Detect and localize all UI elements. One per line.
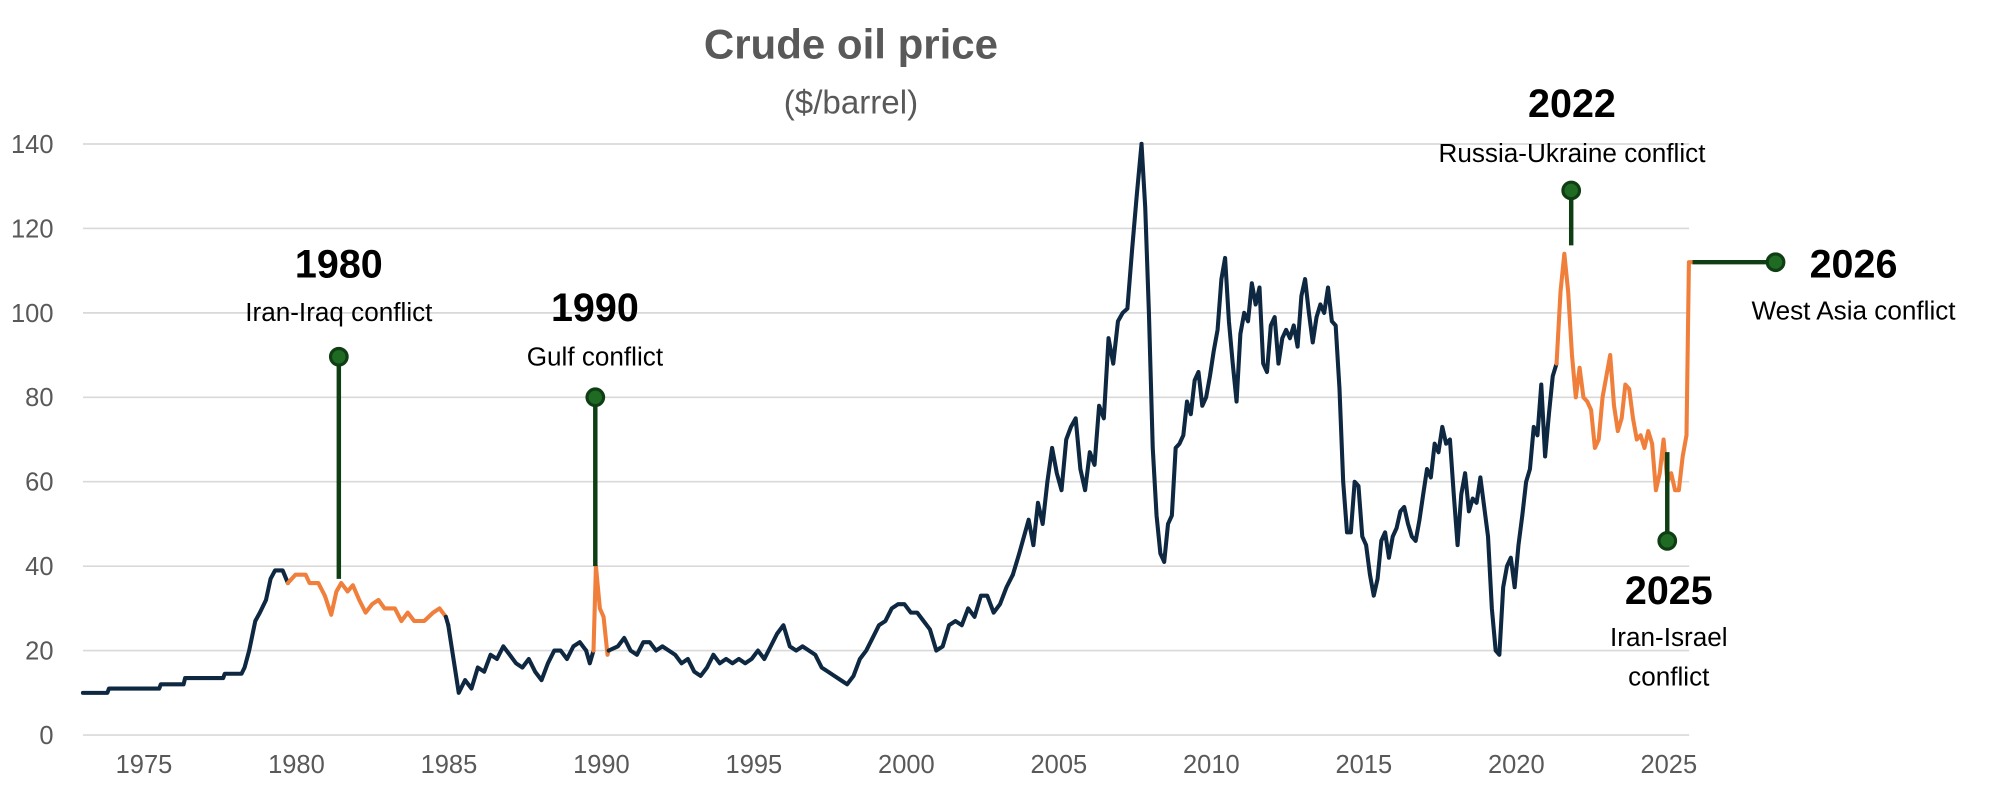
annotation-year-label: 1990 <box>551 286 639 330</box>
y-tick-label: 120 <box>11 215 54 243</box>
annotation-marker-dot <box>1561 180 1582 201</box>
x-tick-label: 1975 <box>116 751 173 779</box>
x-tick-label: 1995 <box>726 751 783 779</box>
annotation-description: West Asia conflict <box>1751 296 1956 326</box>
price-line-0 <box>80 568 290 695</box>
annotation-2026: 2026 West Asia conflict <box>1692 243 1956 326</box>
x-tick-label: 1985 <box>421 751 478 779</box>
x-tick-label: 2015 <box>1335 751 1392 779</box>
y-tick-label: 100 <box>11 300 54 328</box>
x-tick-label: 1980 <box>268 751 325 779</box>
annotation-description: Gulf conflict <box>527 342 664 372</box>
annotation-year-label: 1980 <box>295 243 383 287</box>
y-tick-label: 20 <box>25 638 53 666</box>
x-tick-label: 2020 <box>1488 751 1545 779</box>
annotation-1980: 1980 Iran-Iraq conflict <box>245 243 433 579</box>
annotation-year-label: 2026 <box>1810 243 1898 287</box>
x-tick-label: 2005 <box>1031 751 1088 779</box>
annotation-description: conflict <box>1628 661 1710 691</box>
gridlines <box>82 143 1690 736</box>
annotation-2022: 2022 Russia-Ukraine conflict <box>1438 82 1706 246</box>
annotation-description: Iran-Iraq conflict <box>245 297 433 327</box>
annotation-description: Russia-Ukraine conflict <box>1438 138 1706 168</box>
conflict-period-line-1 <box>285 572 448 624</box>
y-tick-label: 60 <box>25 469 53 497</box>
conflict-period-line-9 <box>1554 251 1689 493</box>
annotation-2025: 2025 Iran-Israel conflict <box>1610 452 1728 691</box>
price-line-3 <box>446 623 589 695</box>
annotation-marker-dot <box>585 387 606 408</box>
annotation-year-label: 2022 <box>1528 82 1616 126</box>
price-line-4 <box>584 648 596 666</box>
annotation-marker-dot <box>1765 252 1786 273</box>
x-tick-label: 2000 <box>878 751 935 779</box>
x-tick-label: 1990 <box>573 751 630 779</box>
annotation-marker-dot <box>1657 530 1678 551</box>
y-tick-label: 80 <box>25 384 53 412</box>
x-tick-label: 2010 <box>1183 751 1240 779</box>
conflict-period-line-5 <box>591 564 611 657</box>
y-tick-label: 140 <box>11 131 54 159</box>
chart-title: Crude oil price <box>704 21 998 68</box>
x-axis: 1975 1980 1985 1990 1995 2000 2005 2010 2015 2020… <box>116 751 1698 779</box>
chart-subtitle: ($/barrel) <box>784 84 918 121</box>
annotations: 1980 Iran-Iraq conflict 1990 Gulf conflict 2… <box>245 82 1956 691</box>
annotation-year-label: 2025 <box>1625 569 1713 613</box>
conflict-period-line-10 <box>1684 260 1695 438</box>
annotation-1990: 1990 Gulf conflict <box>527 286 664 567</box>
price-line-7 <box>1010 141 1144 577</box>
price-line-8 <box>1139 141 1559 657</box>
y-tick-label: 40 <box>25 553 53 581</box>
price-series <box>80 141 1695 695</box>
y-axis: 0 20 40 60 80 100 120 140 <box>11 131 54 750</box>
price-line-6 <box>606 572 1015 687</box>
annotation-description: Iran-Israel <box>1610 622 1728 652</box>
x-tick-label: 2025 <box>1640 751 1697 779</box>
annotation-marker-dot <box>328 346 349 367</box>
y-tick-label: 0 <box>39 722 53 750</box>
